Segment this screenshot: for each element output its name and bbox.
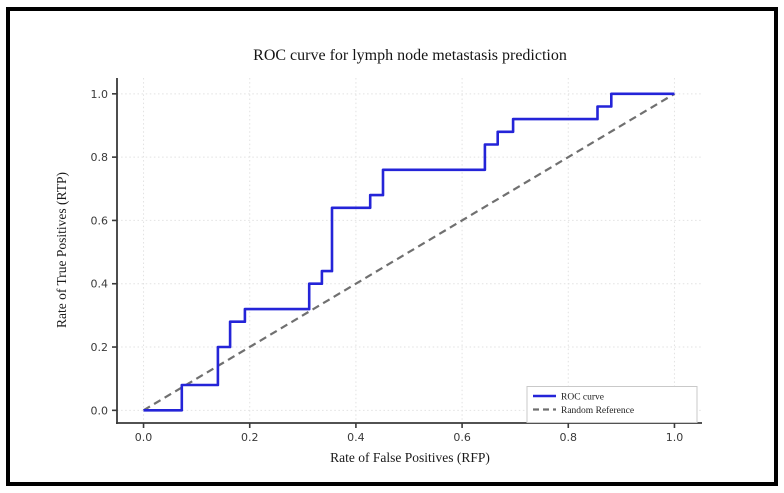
plot-series [142,92,676,412]
figure-outer-border [6,7,778,486]
y-tick-label: 0.0 [91,404,109,417]
y-tick-label: 0.2 [91,341,109,354]
x-axis-label: Rate of False Positives (RFP) [330,450,490,465]
legend-roc-curve-label: ROC curve [561,393,604,403]
chart-title: ROC curve for lymph node metastasis pred… [253,47,567,64]
random-reference-line [142,92,676,412]
x-tick-label: 0.4 [347,431,365,444]
y-axis-label: Rate of True Positives (RTP) [54,172,69,328]
x-tick-label: 1.0 [666,431,684,444]
gridlines [117,78,701,423]
y-tick-label: 1.0 [91,88,109,101]
y-tick-label: 0.8 [91,151,109,164]
y-tick-label: 0.6 [91,214,109,227]
axis-ticks: 0.0 0.2 0.4 0.6 0.8 1.0 0.0 0.2 0.4 0.6 0.8 1.0 [91,88,684,444]
y-tick-label: 0.4 [91,278,109,291]
legend-box [526,386,698,423]
legend: ROC curve Random Reference [526,386,698,423]
x-tick-label: 0.6 [453,431,471,444]
x-tick-label: 0.0 [135,431,153,444]
x-tick-label: 0.2 [241,431,259,444]
legend-random-reference-label: Random Reference [561,405,634,416]
roc-curve-line [143,92,675,412]
x-tick-label: 0.8 [560,431,578,444]
